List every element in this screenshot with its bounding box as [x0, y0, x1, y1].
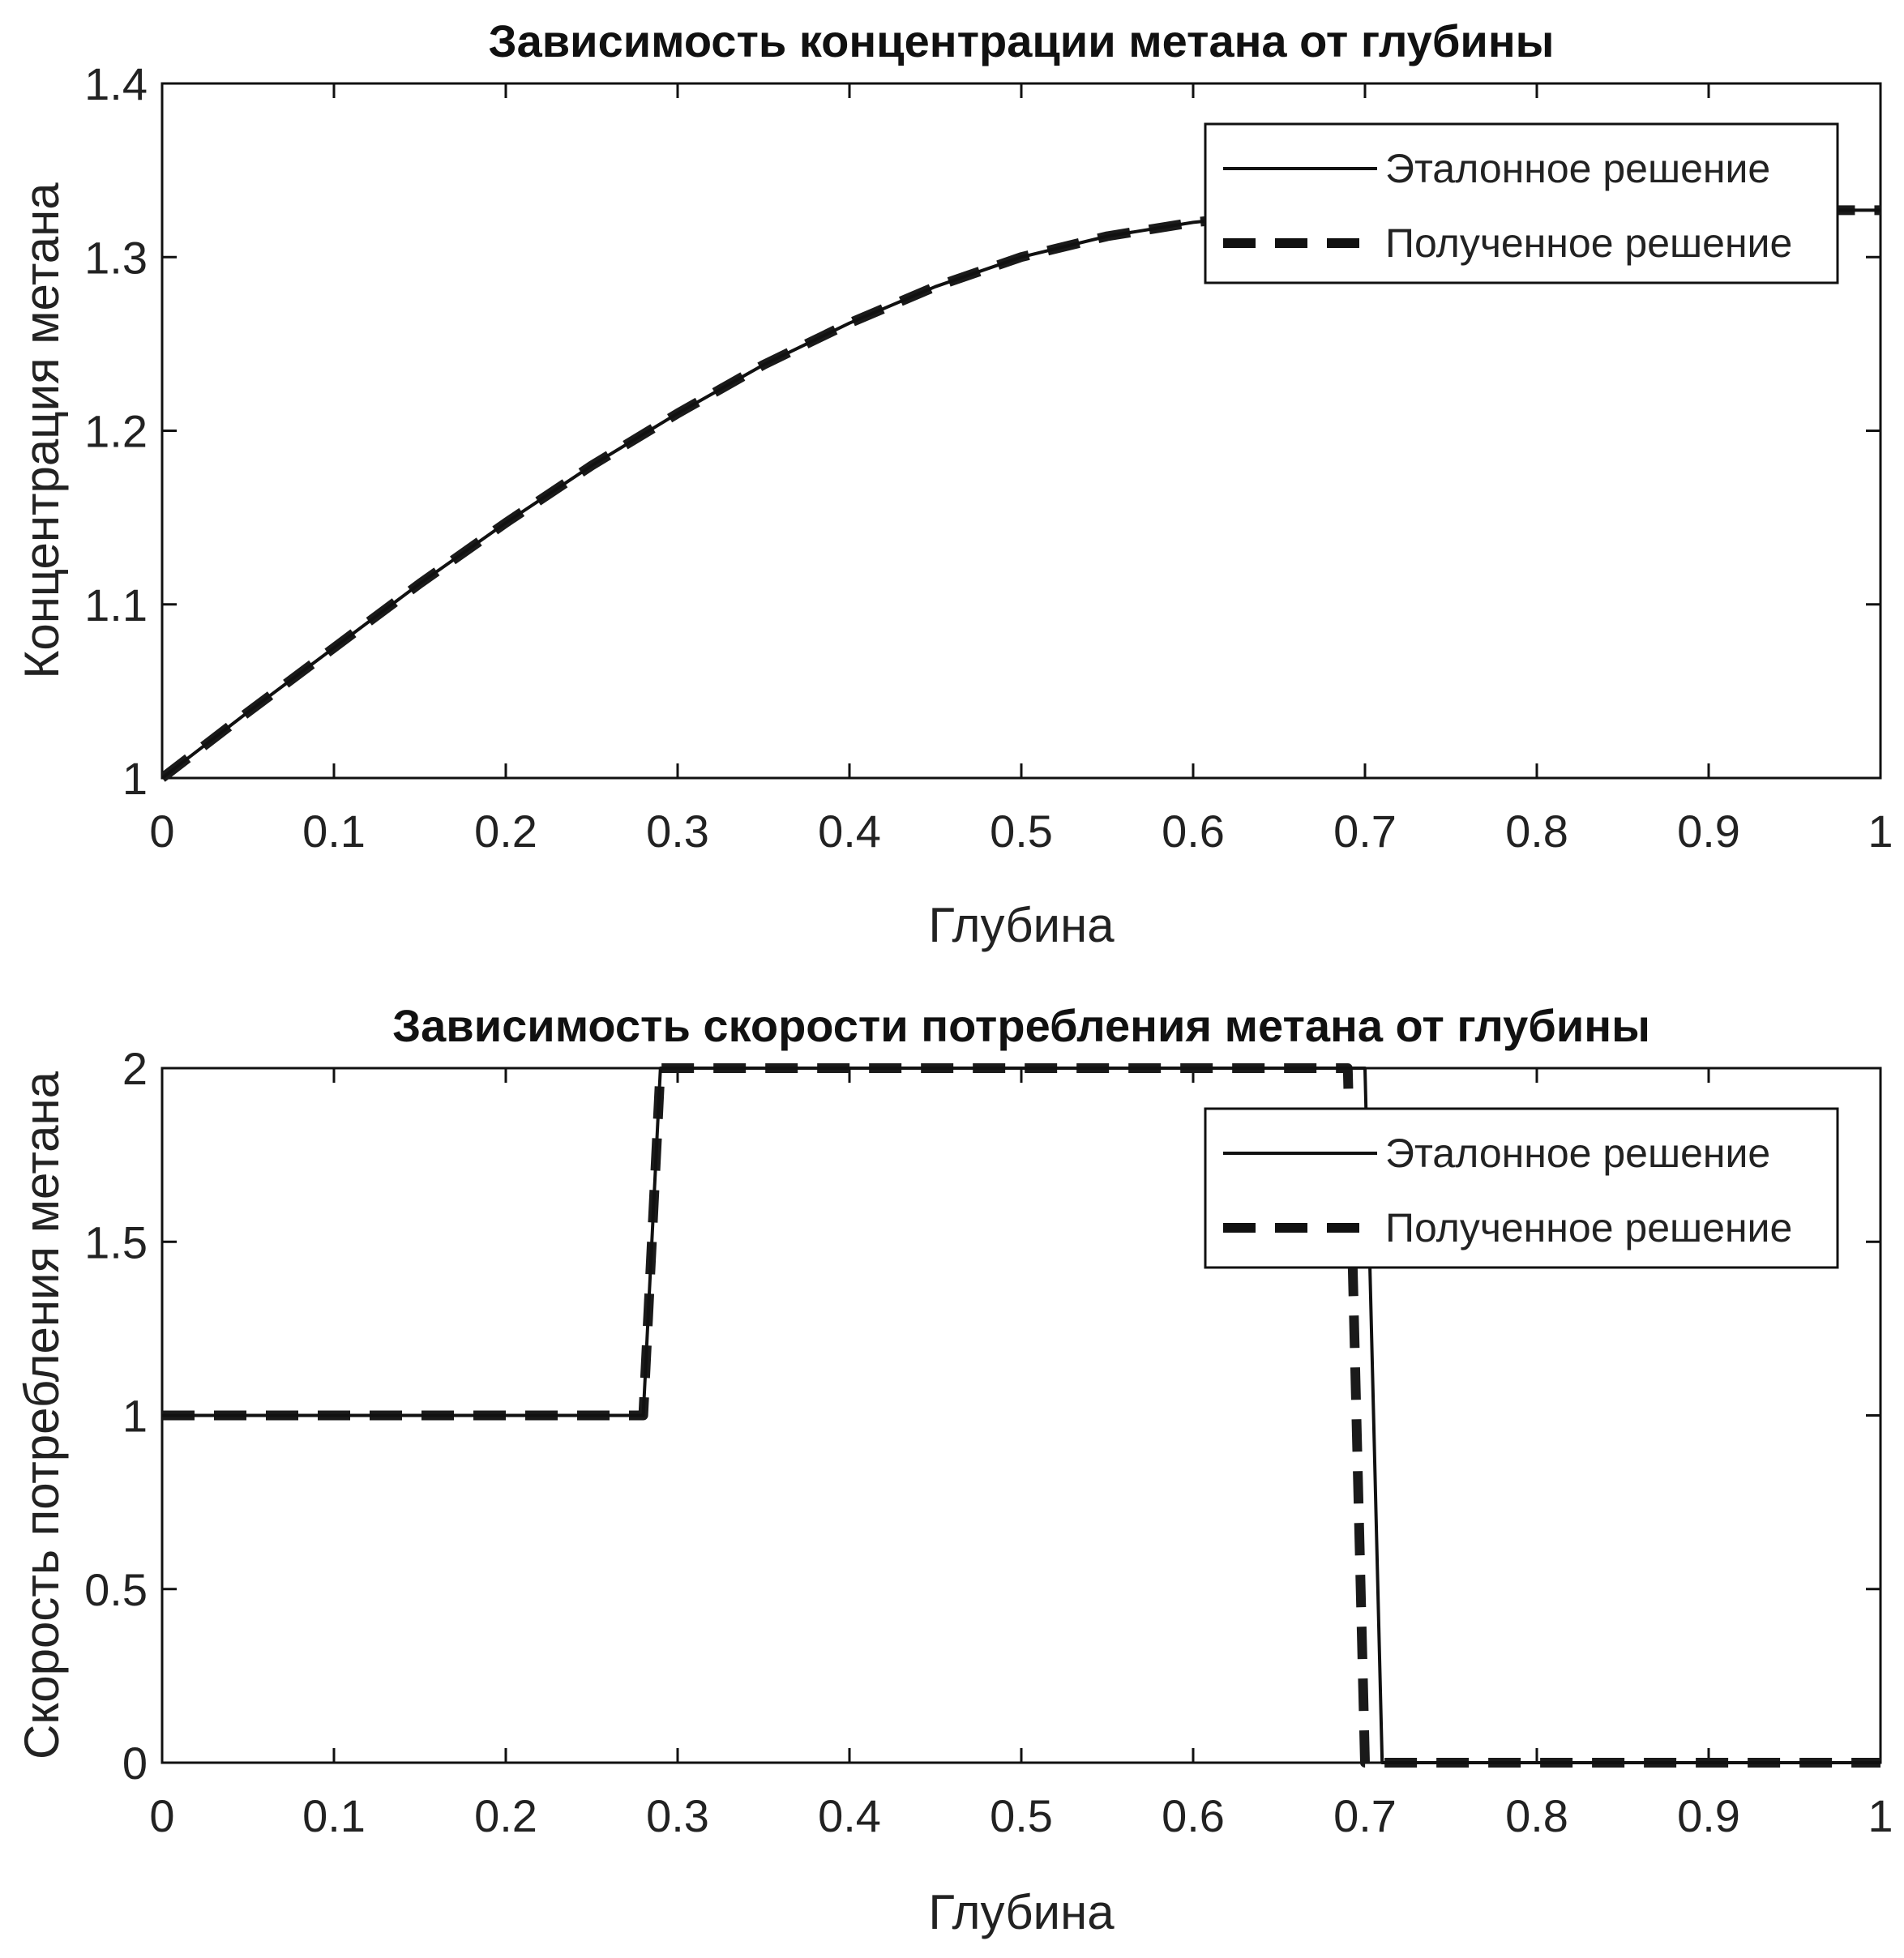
x-tick-label: 0 [149, 1790, 174, 1841]
x-tick-label: 0.4 [818, 806, 881, 857]
x-tick-label: 0.7 [1333, 1790, 1397, 1841]
plot-area [162, 205, 1880, 782]
y-tick-label: 2 [122, 1043, 148, 1094]
x-tick-label: 0 [149, 806, 174, 857]
x-tick-label: 0.2 [474, 806, 537, 857]
x-tick-label: 0.1 [302, 1790, 366, 1841]
series-line-1 [162, 205, 1880, 782]
chart-consumption-rate: Зависимость скорости потребления метана … [15, 1000, 1893, 1939]
x-tick-label: 0.9 [1677, 1790, 1740, 1841]
y-tick-label: 0 [122, 1738, 148, 1789]
x-tick-label: 0.6 [1162, 1790, 1225, 1841]
x-tick-label: 0.8 [1505, 1790, 1568, 1841]
x-tick-label: 0.3 [646, 806, 709, 857]
y-axis-label: Концентрация метана [15, 182, 69, 679]
legend-box [1204, 122, 1839, 284]
series-line-0 [162, 208, 1880, 780]
x-tick-label: 0.3 [646, 1790, 709, 1841]
y-tick-label: 1.3 [84, 232, 148, 283]
legend-entry-1: Полученное решение [1385, 220, 1792, 266]
y-tick-label: 1.4 [84, 58, 148, 109]
x-tick-label: 0.7 [1333, 806, 1397, 857]
chart-concentration: Зависимость концентрации метана от глуби… [15, 15, 1893, 952]
legend-box [1204, 1107, 1839, 1269]
x-tick-label: 0.5 [990, 1790, 1053, 1841]
legend: Эталонное решение Полученное решение [1204, 122, 1839, 284]
y-tick-label: 1 [122, 1391, 148, 1442]
x-tick-label: 0.9 [1677, 806, 1740, 857]
chart-title: Зависимость концентрации метана от глуби… [489, 15, 1555, 66]
x-tick-label: 0.6 [1162, 806, 1225, 857]
y-tick-label: 1.2 [84, 406, 148, 457]
y-axis-label: Скорость потребления метана [15, 1071, 69, 1759]
x-tick-label: 0.1 [302, 806, 366, 857]
legend-entry-1: Полученное решение [1385, 1205, 1792, 1250]
x-tick-label: 0.4 [818, 1790, 881, 1841]
legend: Эталонное решение Полученное решение [1204, 1107, 1839, 1269]
legend-entry-0: Эталонное решение [1385, 146, 1770, 191]
x-tick-label: 1 [1868, 1790, 1893, 1841]
y-tick-label: 1.5 [84, 1216, 148, 1268]
series-line-0 [162, 1067, 1880, 1764]
legend-entry-0: Эталонное решение [1385, 1131, 1770, 1176]
y-tick-label: 1.1 [84, 579, 148, 631]
x-axis-label: Глубина [928, 1885, 1115, 1939]
x-tick-label: 0.8 [1505, 806, 1568, 857]
x-tick-label: 0.5 [990, 806, 1053, 857]
chart-title: Зависимость скорости потребления метана … [392, 1000, 1650, 1051]
plot-area [162, 1063, 1880, 1768]
x-axis-label: Глубина [928, 898, 1115, 952]
y-tick-label: 0.5 [84, 1564, 148, 1615]
x-tick-label: 1 [1868, 806, 1893, 857]
x-tick-label: 0.2 [474, 1790, 537, 1841]
y-tick-label: 1 [122, 753, 148, 804]
